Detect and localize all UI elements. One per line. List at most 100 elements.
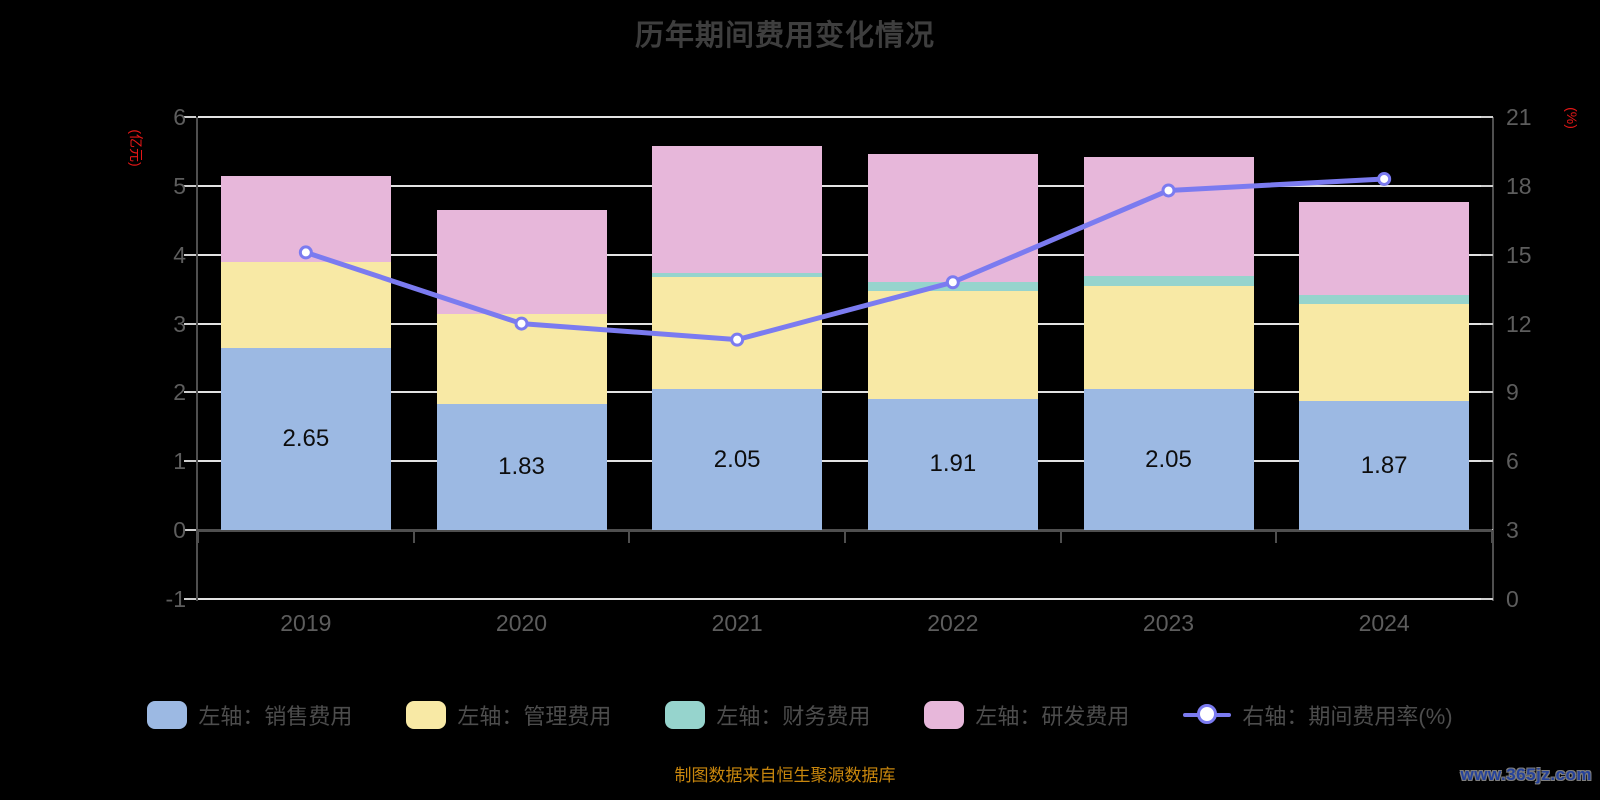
left-axis-tick: [184, 322, 196, 325]
x-axis-category-label: 2021: [711, 610, 763, 636]
left-axis-tick-label: 2: [173, 379, 186, 406]
left-axis-tick-label: 4: [173, 241, 186, 268]
x-axis-tick: [844, 530, 846, 544]
bar-segment-admin: [867, 290, 1038, 399]
x-axis-category-label: 2024: [1358, 610, 1410, 636]
gridline: [198, 598, 1492, 600]
gridline: [198, 460, 1492, 463]
right-axis-name: (%): [1564, 107, 1580, 129]
legend-line-marker: [1183, 704, 1232, 726]
bar-value-label: 2.05: [1145, 445, 1192, 473]
legend-label-rate: 右轴：期间费用率(%): [1242, 704, 1453, 729]
right-axis-tick-label: 18: [1506, 172, 1532, 199]
rate-point: [514, 316, 529, 331]
legend-item-admin: 左轴：管理费用: [406, 699, 611, 731]
bar-segment-sales: [220, 347, 391, 531]
rate-point: [1161, 183, 1176, 198]
x-axis-tick: [628, 530, 631, 544]
left-axis-tick: [184, 253, 196, 256]
x-axis-tick: [1491, 530, 1493, 544]
left-axis-tick-label: 6: [173, 104, 186, 130]
bar-value-label: 1.83: [498, 453, 545, 481]
legend-item-finance: 左轴：财务费用: [665, 699, 870, 731]
bar-segment-rnd: [436, 209, 607, 314]
bar-segment-sales: [436, 404, 607, 531]
right-axis-tick-label: 9: [1506, 379, 1519, 406]
bar-value-label: 1.91: [929, 450, 977, 478]
right-axis-tick-label: 12: [1506, 310, 1532, 337]
legend-line-dot: [1197, 704, 1218, 724]
bar-segment-admin: [1083, 285, 1254, 389]
right-axis-tick-label: 0: [1506, 586, 1519, 612]
left-axis-tick: [184, 184, 196, 187]
right-axis-tick: [1481, 322, 1493, 325]
bar-segment-rnd: [1299, 201, 1470, 296]
legend-item-sales: 左轴：销售费用: [147, 699, 352, 731]
right-axis-tick-label: 21: [1506, 104, 1532, 130]
watermark: www.365jz.com: [1460, 765, 1592, 784]
right-axis-line: [1492, 117, 1494, 601]
legend-label-sales: 左轴：销售费用: [198, 704, 353, 729]
right-axis-tick: [1481, 253, 1493, 256]
rate-point: [945, 275, 960, 290]
legend-swatch-finance: [665, 701, 706, 729]
right-axis-tick: [1481, 460, 1493, 463]
bar-segment-sales: [1299, 401, 1470, 531]
bar-value-label: 2.65: [282, 424, 330, 452]
right-axis-tick: [1481, 598, 1493, 600]
left-axis-tick-label: 3: [173, 310, 186, 337]
bar-segment-admin: [220, 261, 391, 348]
legend-swatch-sales: [147, 701, 188, 729]
left-axis-tick-label: 0: [173, 517, 186, 544]
right-axis-tick: [1481, 116, 1493, 118]
right-axis-tick: [1481, 184, 1493, 187]
left-axis-tick: [184, 116, 196, 118]
bar-segment-finance: [1299, 295, 1470, 305]
rate-point: [730, 332, 745, 347]
x-axis-tick: [412, 530, 415, 544]
x-axis-category-label: 2023: [1142, 610, 1195, 636]
bar-segment-rnd: [652, 145, 823, 274]
gridline: [198, 116, 1492, 118]
legend-item-rnd: 左轴：研发费用: [924, 699, 1129, 731]
bar-segment-sales: [867, 398, 1038, 531]
bar-segment-sales: [1083, 388, 1254, 531]
right-axis-tick-label: 15: [1506, 241, 1532, 268]
right-axis-tick-label: 6: [1506, 448, 1519, 475]
x-axis-category-label: 2019: [280, 610, 332, 636]
left-axis-line: [196, 117, 198, 601]
bar-segment-finance: [1083, 276, 1254, 286]
legend-swatch-admin: [406, 701, 447, 729]
legend-swatch-rnd: [924, 701, 965, 729]
left-axis-tick: [184, 391, 196, 394]
left-axis-tick: [184, 598, 196, 600]
bar-value-label: 2.05: [713, 445, 761, 473]
legend-label-rnd: 左轴：研发费用: [975, 704, 1130, 729]
rate-point: [1377, 171, 1392, 186]
data-source-note: 制图数据来自恒生聚源数据库: [674, 766, 896, 785]
legend-label-admin: 左轴：管理费用: [457, 704, 612, 729]
rate-line-layer: [298, 171, 1392, 347]
legend-item-rate: 右轴：期间费用率(%): [1183, 699, 1453, 731]
left-axis-tick-label: 5: [173, 172, 186, 199]
x-axis-tick: [1059, 530, 1062, 544]
bar-segment-finance: [652, 273, 823, 278]
left-axis-tick-label: -1: [165, 586, 186, 612]
legend-label-finance: 左轴：财务费用: [716, 704, 871, 729]
gridline: [198, 322, 1492, 325]
right-axis-tick-label: 3: [1506, 517, 1519, 544]
plot-area: -1 0 1 2 3 4 5 6 0 3 6 9 12 15 18 21 2.65 2019 1.83 2020 2.0…: [166, 104, 1532, 636]
left-axis-tick: [184, 529, 196, 532]
chart-title: 历年期间费用变化情况: [634, 20, 935, 52]
x-axis-category-label: 2020: [495, 610, 548, 636]
left-axis-tick: [184, 460, 196, 463]
bar-segment-sales: [652, 388, 823, 531]
rate-point: [298, 245, 313, 260]
gridline: [198, 184, 1492, 187]
right-axis-tick: [1481, 391, 1493, 394]
gridline: [198, 253, 1492, 256]
gridline: [198, 391, 1492, 394]
left-axis-tick-label: 1: [173, 448, 186, 475]
x-axis-tick: [1275, 530, 1278, 544]
